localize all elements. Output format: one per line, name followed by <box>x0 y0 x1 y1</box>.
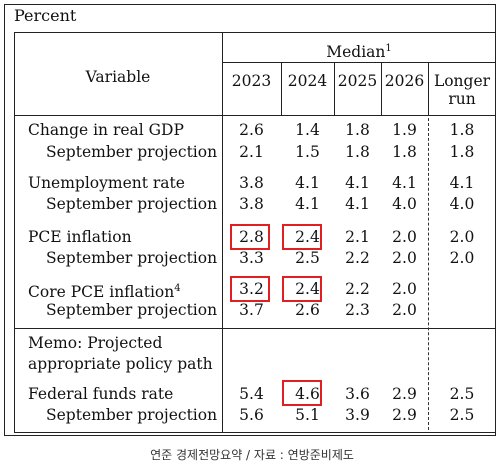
variable-label: Change in real GDP <box>28 121 184 139</box>
median-rule <box>222 62 496 63</box>
highlight-pce-2023 <box>230 224 270 250</box>
table-cell: 3.7 <box>239 301 264 319</box>
table-cell: 1.8 <box>345 143 370 161</box>
table-cell: 1.9 <box>392 121 417 139</box>
september-projection-label: September projection <box>46 249 218 267</box>
table-cell: 4.1 <box>345 174 370 192</box>
table-cell: 5.1 <box>295 406 320 424</box>
table-cell: 3.8 <box>239 195 264 213</box>
top-rule <box>14 32 496 33</box>
table-cell: 4.0 <box>449 195 475 213</box>
bottom-rule <box>14 432 496 433</box>
highlight-core-pce-2023 <box>230 276 270 302</box>
col-divider-3 <box>381 62 382 115</box>
variable-header: Variable <box>85 68 151 86</box>
variable-label: Federal funds rate <box>28 385 174 403</box>
col-divider-4 <box>428 62 429 115</box>
table-cell: 4.1 <box>449 174 475 192</box>
table-cell: 2.3 <box>345 301 370 319</box>
median-header: Median1 <box>326 43 392 61</box>
variable-label: Unemployment rate <box>28 174 185 192</box>
table-cell: 4.1 <box>345 195 370 213</box>
table-cell: 4.0 <box>392 195 417 213</box>
table-cell: 1.4 <box>295 121 320 139</box>
highlight-fed-funds-2024 <box>282 380 322 406</box>
table-cell: 2.0 <box>392 228 417 246</box>
table-cell: 4.1 <box>295 174 320 192</box>
table-cell: 2.6 <box>239 121 264 139</box>
table-cell: 2.5 <box>449 385 475 403</box>
table-cell: 2.2 <box>345 249 370 267</box>
col-divider-1 <box>281 62 282 115</box>
year-2026-header: 2026 <box>384 72 425 90</box>
table-cell: 2.5 <box>449 406 475 424</box>
variable-label: PCE inflation <box>28 228 132 246</box>
table-cell: 2.8 <box>239 228 264 246</box>
table-cell: 3.9 <box>345 406 370 424</box>
longer-run-dashed-divider <box>428 118 429 430</box>
longer-run-header: Longer run <box>433 72 491 108</box>
table-cell: 4.1 <box>392 174 417 192</box>
table-cell: 1.8 <box>345 121 370 139</box>
table-cell: 1.5 <box>295 143 320 161</box>
year-2025-header: 2025 <box>337 72 378 90</box>
table-cell: 5.6 <box>239 406 264 424</box>
table-cell: 3.8 <box>239 174 264 192</box>
table-cell: 2.1 <box>239 143 264 161</box>
table-cell: 2.0 <box>449 249 475 267</box>
table-cell: 2.4 <box>295 280 320 298</box>
table-cell: 3.2 <box>239 280 264 298</box>
image-caption: 연준 경제전망요약 / 자료 : 연방준비제도 <box>150 448 354 462</box>
table-cell: 4.1 <box>295 195 320 213</box>
highlight-core-pce-2024 <box>282 276 322 302</box>
september-projection-label: September projection <box>46 301 218 319</box>
table-cell: 1.8 <box>449 143 475 161</box>
september-projection-label: September projection <box>46 406 218 424</box>
table-cell: 2.9 <box>392 385 417 403</box>
year-2023-header: 2023 <box>231 72 272 90</box>
table-cell: 1.8 <box>449 121 475 139</box>
table-cell: 2.2 <box>345 280 370 298</box>
table-cell: 2.5 <box>295 249 320 267</box>
variable-label: Core PCE inflation4 <box>28 283 181 301</box>
table-cell: 2.6 <box>295 301 320 319</box>
table-cell: 3.3 <box>239 249 264 267</box>
projections-table <box>4 4 496 436</box>
table-cell: 1.8 <box>392 143 417 161</box>
table-cell: 2.0 <box>392 301 417 319</box>
units-label: Percent <box>14 6 77 25</box>
col-divider-2 <box>334 62 335 115</box>
table-cell: 2.0 <box>392 280 417 298</box>
table-cell: 2.0 <box>392 249 417 267</box>
table-cell: 4.6 <box>295 385 320 403</box>
table-cell: 2.4 <box>295 228 320 246</box>
variable-divider <box>222 32 223 432</box>
memo-line-1: Memo: Projected <box>28 334 163 352</box>
memo-line-2: appropriate policy path <box>28 355 213 373</box>
year-2024-header: 2024 <box>287 72 328 90</box>
table-cell: 5.4 <box>239 385 264 403</box>
september-projection-label: September projection <box>46 143 218 161</box>
table-cell: 3.6 <box>345 385 370 403</box>
memo-rule <box>14 328 496 329</box>
left-rule <box>14 32 15 432</box>
header-rule <box>14 115 496 116</box>
table-cell: 2.0 <box>449 228 475 246</box>
table-cell: 2.9 <box>392 406 417 424</box>
september-projection-label: September projection <box>46 195 218 213</box>
highlight-pce-2024 <box>282 224 322 250</box>
table-cell: 2.1 <box>345 228 370 246</box>
